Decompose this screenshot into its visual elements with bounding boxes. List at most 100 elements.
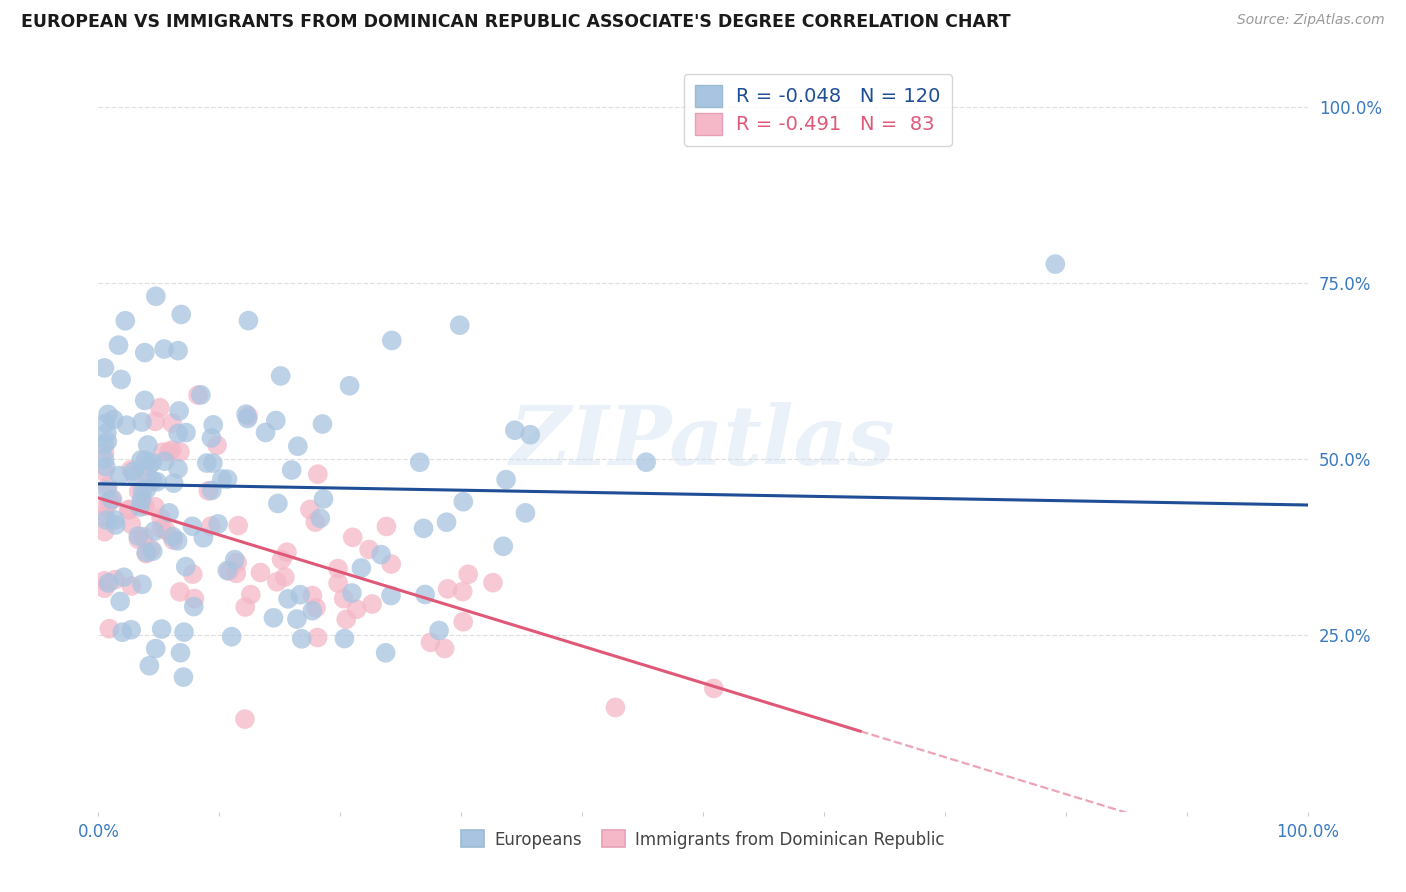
Point [197, 483, 219, 498]
Point [482, 575, 505, 590]
Point [138, 658, 160, 673]
Point [128, 500, 150, 514]
Point [167, 426, 190, 441]
Point [381, 334, 404, 348]
Point [201, 483, 224, 498]
Point [249, 566, 271, 580]
Point [370, 548, 392, 562]
Point [96, 483, 118, 498]
Point [134, 453, 156, 467]
Point [274, 570, 297, 584]
Point [285, 612, 308, 626]
Point [115, 418, 138, 433]
Point [98, 495, 121, 509]
Point [135, 483, 157, 497]
Point [298, 502, 321, 516]
Point [93, 465, 115, 479]
Point [104, 517, 127, 532]
Point [233, 712, 256, 726]
Point [120, 463, 142, 477]
Point [135, 545, 157, 559]
Point [96, 425, 118, 440]
Point [150, 521, 173, 535]
Point [333, 632, 356, 646]
Point [110, 372, 132, 386]
Point [124, 468, 146, 483]
Point [433, 641, 456, 656]
Point [307, 631, 329, 645]
Point [174, 425, 197, 440]
Point [267, 496, 290, 510]
Point [326, 576, 349, 591]
Point [129, 496, 152, 510]
Point [162, 533, 184, 547]
Point [339, 378, 361, 392]
Point [266, 574, 288, 589]
Point [409, 455, 432, 469]
Point [167, 462, 190, 476]
Point [311, 417, 333, 431]
Point [200, 431, 222, 445]
Point [146, 475, 169, 489]
Point [457, 567, 479, 582]
Point [413, 587, 436, 601]
Point [236, 409, 259, 423]
Point [193, 531, 215, 545]
Point [143, 524, 166, 539]
Point [449, 318, 471, 333]
Point [160, 443, 183, 458]
Point [307, 467, 329, 482]
Point [131, 483, 153, 498]
Point [143, 500, 166, 514]
Point [93, 437, 115, 451]
Point [169, 646, 191, 660]
Point [157, 506, 180, 520]
Point [145, 289, 167, 303]
Point [157, 444, 180, 458]
Point [436, 515, 458, 529]
Point [270, 368, 292, 383]
Point [112, 570, 135, 584]
Point [225, 566, 247, 581]
Point [238, 313, 260, 327]
Point [131, 496, 153, 510]
Point [166, 533, 188, 548]
Point [139, 542, 162, 557]
Point [93, 360, 115, 375]
Point [93, 581, 115, 595]
Point [332, 591, 354, 606]
Point [195, 456, 218, 470]
Point [98, 622, 121, 636]
Point [312, 491, 335, 506]
Point [163, 476, 186, 491]
Point [142, 544, 165, 558]
Point [104, 513, 127, 527]
Point [145, 641, 167, 656]
Point [233, 600, 256, 615]
Point [224, 552, 246, 566]
Point [187, 388, 209, 402]
Point [374, 646, 396, 660]
Point [304, 515, 326, 529]
Point [111, 625, 134, 640]
Point [150, 511, 173, 525]
Point [114, 314, 136, 328]
Point [100, 492, 122, 507]
Point [93, 452, 115, 467]
Point [335, 612, 357, 626]
Point [108, 468, 131, 483]
Point [155, 524, 177, 538]
Point [190, 388, 212, 402]
Point [183, 591, 205, 606]
Point [134, 393, 156, 408]
Point [375, 519, 398, 533]
Point [94, 500, 117, 514]
Point [97, 408, 120, 422]
Point [127, 529, 149, 543]
Point [174, 559, 197, 574]
Point [217, 564, 239, 578]
Point [361, 597, 384, 611]
Point [342, 530, 364, 544]
Point [636, 455, 658, 469]
Point [120, 623, 142, 637]
